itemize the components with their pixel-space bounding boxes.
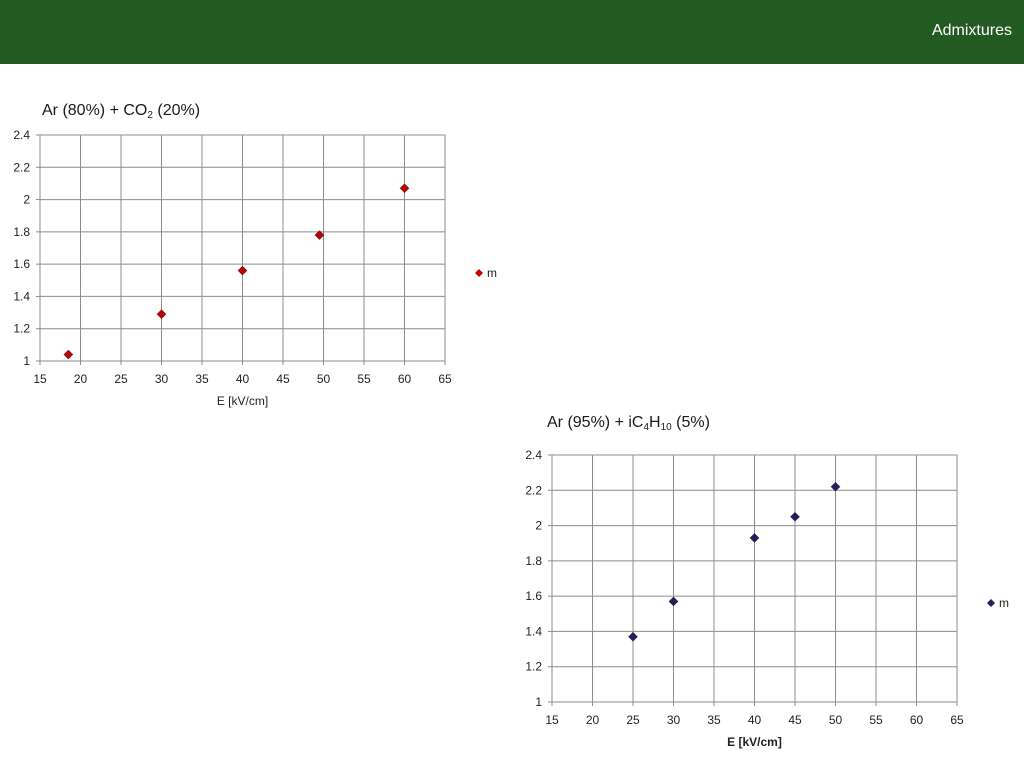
header-bar: Admixtures: [0, 0, 1024, 64]
y-tick-label: 2.4: [525, 448, 542, 462]
data-point: [314, 230, 325, 240]
y-tick-label: 1.4: [13, 289, 30, 303]
y-tick-label: 1.8: [525, 554, 542, 568]
x-tick-label: 55: [357, 372, 371, 386]
x-tick-label: 65: [950, 713, 964, 727]
y-tick-label: 2: [535, 519, 542, 533]
plot-area-border: [39, 134, 446, 362]
plot-area-border: [551, 454, 958, 703]
x-tick-label: 65: [438, 372, 452, 386]
data-point: [156, 309, 167, 320]
data-point: [237, 265, 248, 276]
x-tick-label: 15: [545, 713, 559, 727]
x-tick-label: 45: [788, 713, 802, 727]
y-tick-label: 2.4: [13, 128, 30, 142]
x-tick-label: 50: [317, 372, 331, 386]
y-tick-label: 1.8: [13, 225, 30, 239]
y-tick-label: 1: [535, 695, 542, 709]
x-tick-label: 45: [276, 372, 290, 386]
y-tick-label: 1.2: [525, 660, 542, 674]
chart-2: 15 20 25 30 35 40 45 50 55 60 65 1 1.2 1.4 1.6 1.8 2 2.2 2…: [525, 448, 1009, 749]
x-tick-label: 25: [626, 713, 640, 727]
legend-marker: [475, 269, 483, 277]
y-tick-label: 2: [23, 193, 30, 207]
legend-label: m: [487, 266, 497, 280]
x-tick-label: 30: [667, 713, 681, 727]
x-tick-label: 35: [707, 713, 721, 727]
data-point: [668, 596, 679, 607]
y-tick-label: 1.2: [13, 322, 30, 336]
data-point: [749, 533, 760, 543]
legend-marker: [987, 599, 995, 607]
chart-2-title: Ar (95%) + iC4H10 (5%): [547, 414, 710, 433]
x-axis-label: E [kV/cm]: [217, 394, 268, 408]
y-tick-label: 2.2: [13, 160, 30, 174]
legend-label: m: [999, 596, 1009, 610]
x-tick-label: 20: [74, 372, 88, 386]
data-point: [790, 511, 800, 522]
x-tick-label: 40: [748, 713, 762, 727]
x-tick-label: 60: [398, 372, 412, 386]
y-tick-label: 1.6: [525, 589, 542, 603]
y-tick-label: 1.4: [525, 624, 542, 638]
x-tick-label: 15: [33, 372, 47, 386]
y-tick-label: 1: [23, 354, 30, 368]
data-point: [399, 183, 410, 194]
data-point: [63, 349, 74, 360]
y-tick-label: 1.6: [13, 257, 30, 271]
slide-title: Admixtures: [931, 22, 1012, 39]
chart-1-title: Ar (80%) + CO2 (20%): [42, 102, 201, 121]
x-tick-label: 50: [829, 713, 843, 727]
y-tick-label: 2.2: [525, 483, 542, 497]
data-point: [830, 481, 841, 492]
x-tick-label: 35: [195, 372, 209, 386]
x-tick-label: 40: [236, 372, 250, 386]
data-point: [628, 631, 638, 642]
chart-1: 15 20 25 30 35 40 45 50 55 60 65 1 1.2 1.4 1.6 1.8 2 2.2 2…: [13, 128, 497, 408]
x-tick-label: 30: [155, 372, 169, 386]
x-tick-label: 25: [114, 372, 128, 386]
x-tick-label: 20: [586, 713, 600, 727]
x-tick-label: 55: [869, 713, 883, 727]
x-tick-label: 60: [910, 713, 924, 727]
x-axis-label: E [kV/cm]: [727, 735, 782, 749]
